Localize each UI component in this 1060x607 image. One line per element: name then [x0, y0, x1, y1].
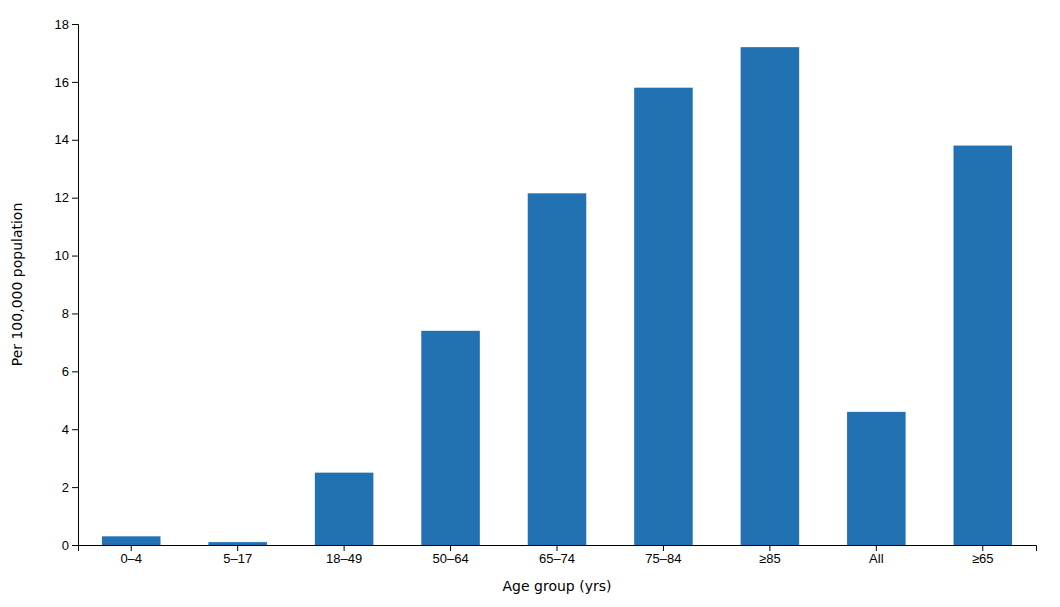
tick-mark	[663, 545, 664, 551]
tick-mark	[72, 545, 78, 546]
tick-label: ≥65	[972, 551, 994, 566]
y-axis: 0 2 4 6 8 10 12 14 16 18	[55, 17, 79, 553]
tick-mark	[237, 545, 238, 551]
tick-mark	[72, 487, 78, 488]
tick: 12	[55, 190, 78, 205]
y-axis-title: Per 100,000 population	[9, 203, 25, 367]
bar	[102, 536, 161, 545]
tick-label: 16	[55, 75, 69, 90]
tick: 65–74	[539, 545, 575, 566]
tick-label: 18–49	[326, 551, 362, 566]
tick: 14	[55, 132, 78, 147]
bar	[954, 146, 1013, 545]
tick: 50–64	[432, 545, 468, 566]
tick-label: 2	[62, 480, 69, 495]
tick-label: 14	[55, 132, 69, 147]
tick-label: 75–84	[645, 551, 681, 566]
tick-label: 0–4	[120, 551, 142, 566]
axis-line	[72, 25, 79, 546]
tick: 75–84	[645, 545, 681, 566]
tick-label: 4	[62, 422, 69, 437]
tick: 0–4	[120, 545, 142, 566]
tick: ≥65	[972, 545, 994, 566]
tick-label: 18	[55, 17, 69, 32]
bar	[528, 193, 587, 545]
bar	[634, 88, 693, 545]
tick: 4	[62, 422, 78, 437]
tick-label: 12	[55, 190, 69, 205]
tick-label: 50–64	[432, 551, 468, 566]
tick-label: ≥85	[759, 551, 781, 566]
tick-mark	[769, 545, 770, 551]
tick-mark	[72, 256, 78, 257]
bars	[102, 47, 1012, 545]
tick-mark	[72, 24, 78, 25]
plot: 0–4 5–17 18–49 50–64 65–74 75–84 ≥85 All ≥65 0 2 4 6…	[55, 17, 1037, 567]
tick-label: 10	[55, 248, 69, 263]
tick: 18	[55, 17, 78, 32]
tick: 5–17	[223, 545, 252, 566]
bar	[421, 331, 480, 545]
tick-mark	[72, 429, 78, 430]
tick-mark	[72, 82, 78, 83]
tick: ≥85	[759, 545, 781, 566]
tick-mark	[450, 545, 451, 551]
tick: 8	[62, 306, 78, 321]
tick: 18–49	[326, 545, 362, 566]
tick: 16	[55, 75, 78, 90]
tick: 2	[62, 480, 78, 495]
bar	[208, 542, 267, 545]
tick-label: 5–17	[223, 551, 252, 566]
tick-label: 65–74	[539, 551, 575, 566]
bar	[741, 47, 800, 545]
tick-mark	[557, 545, 558, 551]
tick-mark	[72, 371, 78, 372]
tick-mark	[131, 545, 132, 551]
tick: All	[869, 545, 884, 566]
tick-label: 8	[62, 306, 69, 321]
tick-mark	[72, 140, 78, 141]
tick: 0	[62, 538, 78, 553]
tick-mark	[72, 313, 78, 314]
x-axis: 0–4 5–17 18–49 50–64 65–74 75–84 ≥85 All ≥65	[79, 545, 1037, 566]
axis-line	[79, 546, 1037, 552]
tick-mark	[72, 198, 78, 199]
tick-label: All	[869, 551, 884, 566]
tick-label: 0	[62, 538, 69, 553]
bar	[847, 412, 906, 545]
tick: 6	[62, 364, 78, 379]
chart: 0–4 5–17 18–49 50–64 65–74 75–84 ≥85 All ≥65 0 2 4 6…	[0, 0, 1060, 607]
tick: 10	[55, 248, 78, 263]
tick-mark	[982, 545, 983, 551]
x-axis-title: Age group (yrs)	[503, 578, 612, 594]
tick-mark	[876, 545, 877, 551]
tick-mark	[344, 545, 345, 551]
tick-label: 6	[62, 364, 69, 379]
bar	[315, 473, 374, 545]
